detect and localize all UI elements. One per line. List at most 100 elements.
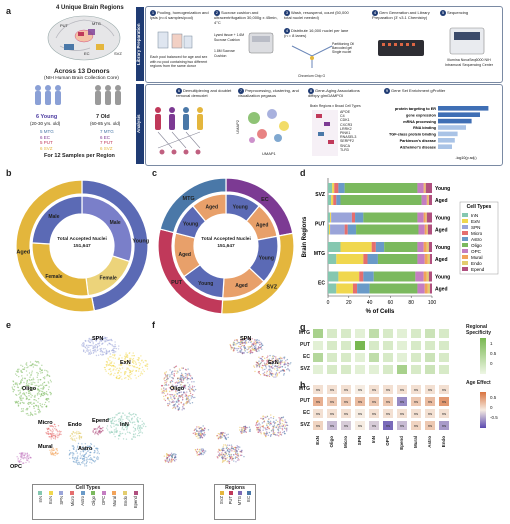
old-label: 7 Old [96,114,110,120]
bar-ec-young-oligo [373,271,416,282]
donut-c-inner-slice-7 [192,193,227,223]
region-tag-ec: EC [84,51,90,56]
bar-put-young-inn [328,212,331,223]
bar-put-young-exn [330,212,332,223]
region-swatch [228,491,233,495]
gsea-bar-3 [438,125,466,130]
legend-title: Cell Types [467,204,492,210]
donut-c-outer-slice-label-3: MTG [182,196,194,202]
bar-mtg-aged-mural [424,254,428,264]
legend-label-inn: InN [471,213,478,218]
heatmap-cell: ns [410,396,422,407]
heatmap-column-label: Mural [413,436,418,449]
sequencer-label: Illumina NovaSeq6000 NIH Intramural Sequ… [445,58,493,67]
heatmap-cell: ns [396,408,408,419]
heatmap-cell [312,328,324,339]
bar-put-young-opc [417,212,424,223]
heatmap-cell [326,364,338,375]
heatmap-cell [382,352,394,363]
donut-c-center-title: Total Accepted Nuclei [201,237,251,242]
heatmap-cell [382,328,394,339]
umap-cluster-mural [49,447,59,457]
gsea-term-4: TGF-class protein binding [389,133,437,137]
step-4: 4 Gem Generation and Library Preparation … [372,10,430,20]
umap-region-cloud-put [160,365,194,411]
specificity-ticks: 1 0.5 0 [490,341,497,366]
brain-illustration [47,15,121,61]
y-axis-label: Brain Regions [302,216,308,257]
heatmap-cell [396,364,408,375]
heatmap-cell: ns [326,396,338,407]
gsea-bar-chart: protein targeting to ER gene expression mR… [376,104,498,160]
gsea-term-1: gene expression [406,113,437,117]
young-svz: 6 SVZ [40,145,53,151]
gsea-term-3: RNA binding [413,126,437,130]
bar-svz-aged-inn [328,195,332,205]
heatmap-cell [410,364,422,375]
gene-heatmap-thumb [312,110,338,156]
x-tick-2: 40 [367,300,373,306]
x-tick-0: 0 [327,300,330,306]
donut-b-center-value: 151,647 [73,244,91,249]
bar-ec-aged-opc [417,283,425,294]
cushion-label-1: Lysed tissue + 1.6M Sucrose Cushion [214,33,245,42]
legend-label-micro: Micro [471,231,483,236]
bar-mtg-aged-endo [427,254,430,264]
bar-age-label: Aged [435,198,448,204]
heatmap-cell: ns [340,420,352,431]
bar-ec-aged-mural [424,283,428,294]
regions-legend: Regions SVZ PUT MTG EC [214,484,256,520]
bar-put-aged-mural [424,224,427,235]
bar-svz-young-endo [424,183,426,193]
cell-type-swatch [112,491,117,495]
donut-c-outer-slice-label-0: EC [261,197,269,203]
cell-type-legend-label: Mural [111,496,117,507]
x-tick-4: 80 [408,300,414,306]
young-age: (20-30 yrs. old) [30,121,61,126]
umap-region-cloud-ec [232,338,264,355]
bar-ec-aged-micro [352,283,358,294]
donut-c-outer-slice-3 [159,177,227,234]
cell-type-legend-label: ExN [48,496,54,504]
legend-label-opc: OPC [471,249,482,254]
donut-c-inner-slice-label-6: Young [183,221,198,227]
region-tag-svz: SVZ [114,51,122,56]
legend-label-mural: Mural [471,255,483,260]
heatmap-cell [382,364,394,375]
cell-type-legend-label: InN [37,496,43,503]
donut-b-inner-slice-label-3: Male [48,214,59,220]
bar-svz-young-opc [417,183,424,193]
heatmap-cell [410,352,422,363]
panel-label-e: e [6,320,12,330]
heatmap-cell [410,328,422,339]
legend-swatch-inn [462,213,468,217]
bar-svz-young-oligo [344,183,418,193]
donut-b-inner-slice-label-0: Male [110,220,121,226]
chip-label: Chromium Chip G [298,74,326,78]
gsea-bar-2 [438,118,472,124]
bar-ec-aged-inn [328,283,337,294]
heatmap-column-label: Oligo [329,436,334,448]
bar-mtg-young-oligo [384,242,418,252]
heatmap-cell [368,340,380,351]
donut-c-inner-slice-label-0: Young [233,204,248,210]
heatmap-cell: ns [382,384,394,395]
umap-region-cloud-ec [220,444,245,462]
heatmap-cell [326,352,338,363]
umap-cluster-oligo [11,360,53,417]
heatmap-cell: ns [382,420,394,431]
bar-mtg-aged-inn [328,254,337,264]
gsea-term-5: Parkinson's disease [400,139,436,143]
bar-region-label: PUT [315,222,325,228]
donors-subtitle: (NIH Human Brain Collection Core) [44,76,119,81]
old-region-counts: 7 MTG 6 EC 7 PUT 6 SVZ [100,129,114,151]
legend-swatch-mural [462,255,468,259]
bar-svz-young-exn [332,183,335,193]
umap-label-exn: ExN [120,360,131,366]
heatmap-cell [424,328,436,339]
bar-svz-aged-astro [336,195,341,205]
legend-swatch-endo [462,261,468,265]
bar-ec-aged-exn [336,283,353,294]
umap-cell-types: SPN ExN Oligo Micro Endo Epend InN Mural Astro OP… [10,335,149,470]
heatmap-cell [354,328,366,339]
